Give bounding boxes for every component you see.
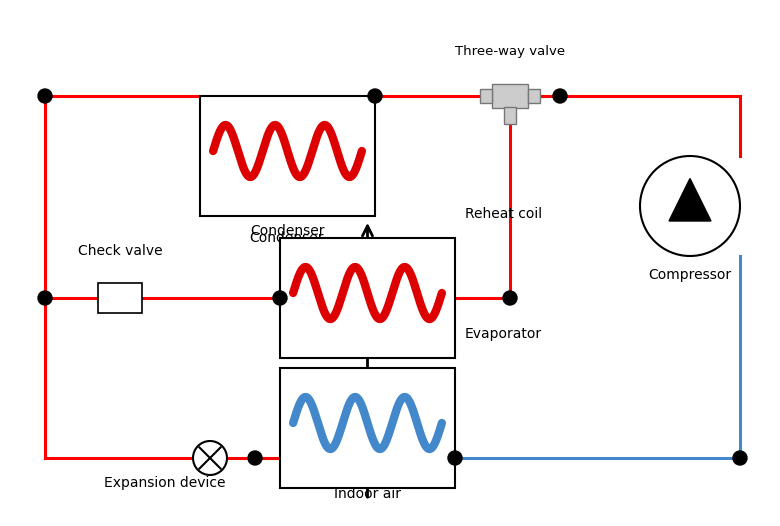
Circle shape (38, 89, 52, 103)
Text: Evaporator: Evaporator (465, 327, 542, 341)
Text: Check valve: Check valve (78, 244, 162, 258)
Bar (98, 283, 142, 313)
Polygon shape (669, 178, 711, 221)
Circle shape (553, 89, 567, 103)
Bar (200, 96, 375, 216)
Circle shape (193, 441, 227, 475)
Bar (504, 107, 516, 124)
Circle shape (448, 451, 462, 465)
Circle shape (273, 291, 287, 305)
Text: Expansion device: Expansion device (105, 476, 225, 490)
Bar (480, 89, 492, 103)
Circle shape (640, 156, 740, 256)
Bar (528, 89, 540, 103)
Text: Condenser: Condenser (250, 231, 324, 245)
Bar (280, 368, 455, 488)
Bar (280, 238, 455, 358)
Circle shape (248, 451, 262, 465)
Circle shape (503, 291, 517, 305)
Text: Three-way valve: Three-way valve (455, 45, 565, 58)
Text: Reheat coil: Reheat coil (465, 207, 542, 221)
Text: Condenser: Condenser (250, 224, 324, 238)
Text: Compressor: Compressor (648, 268, 732, 282)
Text: Indoor air: Indoor air (334, 487, 400, 501)
Circle shape (368, 89, 382, 103)
Bar (492, 84, 528, 108)
Circle shape (733, 451, 747, 465)
Circle shape (38, 291, 52, 305)
